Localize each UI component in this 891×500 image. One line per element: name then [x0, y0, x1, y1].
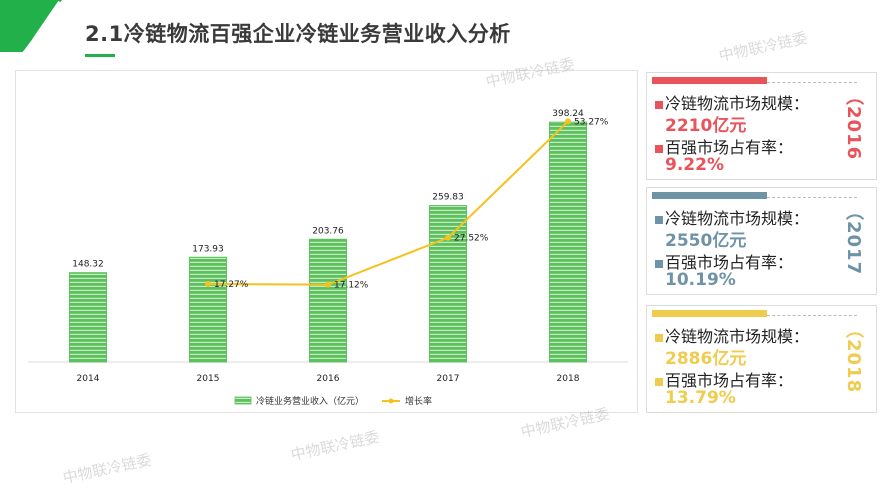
card-accent-bar — [652, 77, 767, 84]
bullet-square-icon — [655, 259, 663, 268]
title-underline — [85, 54, 115, 57]
card-accent-bar — [652, 192, 767, 199]
watermark: 中物联冷链委 — [717, 28, 810, 66]
info-card-2017: 冷链物流市场规模： 2550亿元 百强市场占有率： 10.19% （2017 — [646, 187, 877, 295]
market-share-value: 13.79% — [665, 388, 736, 408]
x-tick-label: 2018 — [557, 374, 580, 384]
market-size-value: 2886亿元 — [665, 349, 747, 369]
card-accent-bar — [652, 310, 767, 317]
card-year: （2018 — [843, 320, 864, 394]
x-tick-label: 2015 — [197, 374, 220, 384]
market-share-value: 9.22% — [665, 155, 724, 175]
bar-data-label: 203.76 — [312, 226, 344, 236]
bullet-square-icon — [655, 377, 663, 386]
growth-point-2017 — [445, 234, 451, 241]
bar-data-label: 259.83 — [432, 193, 464, 203]
legend-line-marker — [388, 398, 394, 404]
bar-2018 — [549, 121, 587, 363]
x-tick-label: 2016 — [317, 374, 340, 384]
bar-data-label: 398.24 — [552, 109, 584, 119]
watermark: 中物联冷链委 — [61, 450, 154, 488]
market-share-value: 10.19% — [665, 270, 736, 290]
x-tick-label: 2017 — [437, 374, 460, 384]
market-share-label: 百强市场占有率： — [655, 367, 793, 391]
bar-2015 — [189, 256, 227, 363]
growth-data-label: 17.12% — [334, 281, 369, 291]
market-size-label: 冷链物流市场规模： — [655, 90, 809, 114]
bar-2016 — [309, 238, 347, 363]
legend-line-label: 增长率 — [405, 395, 432, 407]
card-divider — [767, 82, 857, 83]
legend-bar-label: 冷链业务营业收入（亿元） — [256, 395, 364, 407]
growth-data-label: 17.27% — [214, 280, 249, 290]
bullet-square-icon — [655, 215, 663, 224]
page-title: 2.1冷链物流百强企业冷链业务营业收入分析 — [85, 22, 511, 46]
market-size-value: 2210亿元 — [665, 116, 747, 136]
card-divider — [767, 315, 857, 316]
growth-data-label: 27.52% — [454, 234, 489, 244]
chart-panel: 148.32 2014 173.93 2015 203.76 2016 259.83 2017… — [15, 70, 638, 413]
bullet-square-icon — [655, 144, 663, 153]
bar-data-label: 173.93 — [192, 244, 224, 254]
market-size-label: 冷链物流市场规模： — [655, 205, 809, 229]
brand-corner-logo — [0, 0, 62, 52]
card-year: （2016 — [843, 87, 864, 161]
growth-point-2018 — [565, 118, 571, 125]
market-share-label: 百强市场占有率： — [655, 134, 793, 158]
bullet-square-icon — [655, 333, 663, 342]
market-size-label: 冷链物流市场规模： — [655, 323, 809, 347]
growth-data-label: 53.27% — [574, 117, 609, 127]
market-share-label: 百强市场占有率： — [655, 249, 793, 273]
info-card-2016: 冷链物流市场规模： 2210亿元 百强市场占有率： 9.22% （2016 — [646, 72, 877, 180]
card-divider — [767, 197, 857, 198]
bar-2017 — [429, 205, 467, 363]
market-size-value: 2550亿元 — [665, 231, 747, 251]
bullet-square-icon — [655, 100, 663, 109]
growth-rate-line — [207, 120, 569, 286]
card-year: （2017 — [843, 202, 864, 276]
bar-data-label: 148.32 — [72, 260, 104, 270]
watermark: 中物联冷链委 — [289, 427, 382, 465]
growth-point-2015 — [205, 280, 211, 287]
growth-point-2016 — [325, 281, 331, 288]
info-card-2018: 冷链物流市场规模： 2886亿元 百强市场占有率： 13.79% （2018 — [646, 305, 877, 413]
x-tick-label: 2014 — [77, 374, 100, 384]
legend-bar-swatch — [234, 396, 252, 405]
revenue-chart: 148.32 2014 173.93 2015 203.76 2016 259.83 2017… — [28, 109, 628, 407]
bar-2014 — [69, 272, 107, 363]
